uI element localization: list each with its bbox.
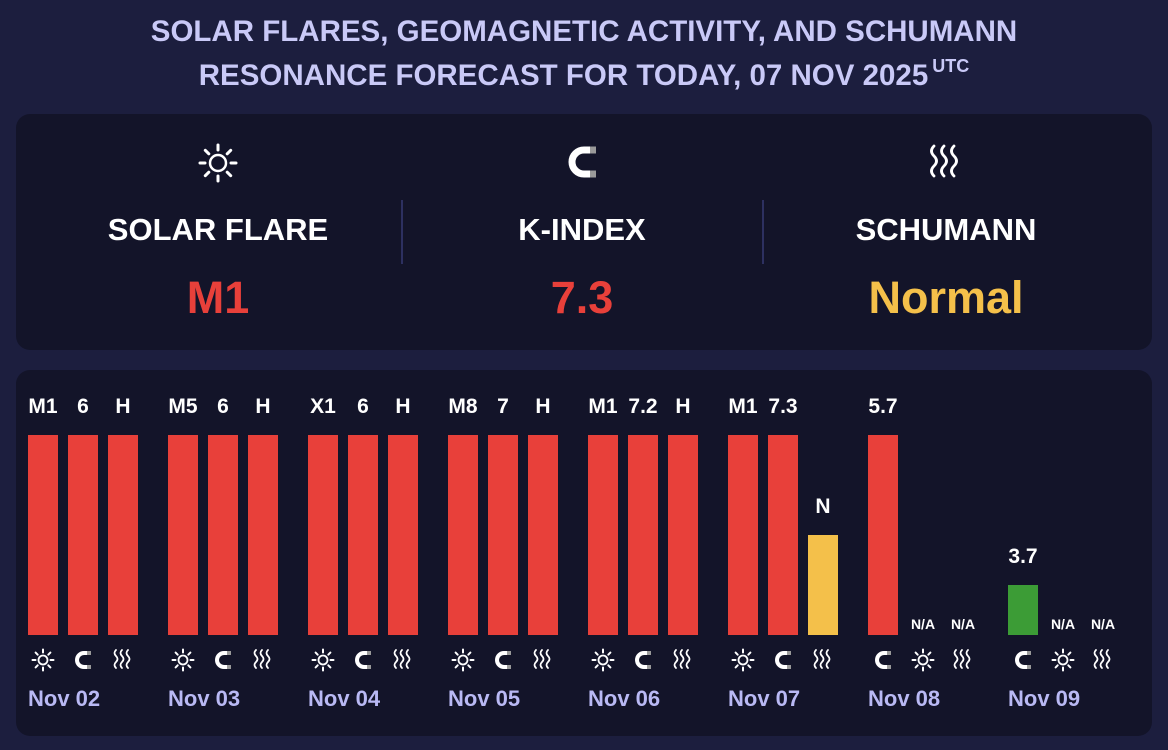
waves-icon	[528, 648, 558, 672]
sun-icon	[1048, 648, 1078, 672]
magnet-icon	[208, 648, 238, 672]
waves-icon	[948, 648, 978, 672]
bar-value-label: H	[675, 395, 691, 418]
bar-value-label: M8	[448, 395, 478, 418]
bar-value-label: N	[815, 495, 831, 518]
bar-solar-nov-02	[28, 435, 58, 635]
bar-value-label: 5.7	[868, 395, 898, 418]
magnet-icon	[348, 648, 378, 672]
date-label: Nov 03	[168, 686, 241, 711]
bar-kindex-nov-05	[488, 435, 518, 635]
forecast-chart: M1 6 H Nov 02 M5 6 H Nov 03 X1 6 H Nov 04 M8 7 H Nov 05…	[16, 370, 1152, 736]
bar-kindex-nov-07	[768, 435, 798, 635]
sun-icon	[908, 648, 938, 672]
bar-value-label: M1	[28, 395, 58, 418]
title-line-2-text: RESONANCE FORECAST FOR TODAY, 07 NOV 202…	[198, 59, 929, 92]
sun-icon	[588, 648, 618, 672]
bar-schumann-nov-02	[108, 435, 138, 635]
bar-value-label: M5	[168, 395, 198, 418]
schumann-summary: SCHUMANN Normal	[766, 114, 1126, 350]
bar-value-label: X1	[310, 395, 336, 418]
bar-value-label: 7.2	[628, 395, 658, 418]
bar-value-label: M1	[728, 395, 758, 418]
sun-icon	[448, 648, 478, 672]
date-label: Nov 04	[308, 686, 381, 711]
waves-icon	[766, 142, 1126, 182]
sun-icon	[38, 142, 398, 183]
magnet-icon	[628, 648, 658, 672]
bar-value-label: 7.3	[768, 395, 798, 418]
bar-kindex-nov-02	[68, 435, 98, 635]
bar-solar-nov-06	[588, 435, 618, 635]
date-label: Nov 07	[728, 686, 801, 711]
page-title: SOLAR FLARES, GEOMAGNETIC ACTIVITY, AND …	[0, 10, 1168, 101]
waves-icon	[1088, 648, 1118, 672]
bar-schumann-nov-03	[248, 435, 278, 635]
bar-value-label: M1	[588, 395, 618, 418]
sun-icon	[28, 648, 58, 672]
waves-icon	[248, 648, 278, 672]
bar-solar-nov-07	[728, 435, 758, 635]
bar-kindex-nov-06	[628, 435, 658, 635]
bar-kindex-nov-09	[1008, 585, 1038, 635]
bar-value-label: H	[255, 395, 271, 418]
waves-icon	[108, 648, 138, 672]
bar-kindex-nov-03	[208, 435, 238, 635]
not-available-label: N/A	[950, 616, 976, 632]
summary-panel: SOLAR FLARE M1 K-INDEX 7.3 SCHUMANN	[16, 114, 1152, 350]
bar-value-label: H	[535, 395, 551, 418]
bar-solar-nov-05	[448, 435, 478, 635]
magnet-icon	[402, 142, 762, 182]
utc-label: UTC	[932, 56, 970, 76]
waves-icon	[668, 648, 698, 672]
bar-schumann-nov-06	[668, 435, 698, 635]
waves-icon	[388, 648, 418, 672]
title-line-2: RESONANCE FORECAST FOR TODAY, 07 NOV 202…	[0, 54, 1168, 101]
magnet-icon	[488, 648, 518, 672]
bar-schumann-nov-07	[808, 535, 838, 635]
bar-solar-nov-04	[308, 435, 338, 635]
bar-schumann-nov-04	[388, 435, 418, 635]
bar-value-label: 6	[357, 395, 369, 418]
bar-value-label: H	[115, 395, 131, 418]
divider	[401, 200, 403, 264]
date-label: Nov 08	[868, 686, 941, 711]
not-available-label: N/A	[1050, 616, 1076, 632]
k-index-label: K-INDEX	[518, 212, 646, 247]
bar-value-label: 6	[217, 395, 229, 418]
magnet-icon	[768, 648, 798, 672]
solar-flare-value: M1	[186, 272, 250, 323]
k-index-summary: K-INDEX 7.3	[402, 114, 762, 350]
bar-value-label: 7	[497, 395, 509, 418]
bar-value-label: 6	[77, 395, 89, 418]
date-label: Nov 06	[588, 686, 661, 711]
bar-kindex-nov-04	[348, 435, 378, 635]
date-label: Nov 05	[448, 686, 521, 711]
magnet-icon	[868, 648, 898, 672]
k-index-value: 7.3	[550, 272, 614, 323]
magnet-icon	[68, 648, 98, 672]
sun-icon	[728, 648, 758, 672]
bar-schumann-nov-05	[528, 435, 558, 635]
divider	[762, 200, 764, 264]
sun-icon	[168, 648, 198, 672]
date-label: Nov 02	[28, 686, 101, 711]
bar-value-label: H	[395, 395, 411, 418]
title-line-1: SOLAR FLARES, GEOMAGNETIC ACTIVITY, AND …	[150, 15, 1018, 48]
waves-icon	[808, 648, 838, 672]
date-label: Nov 09	[1008, 686, 1081, 711]
solar-flare-summary: SOLAR FLARE M1	[38, 114, 398, 350]
not-available-label: N/A	[1090, 616, 1116, 632]
bar-solar-nov-03	[168, 435, 198, 635]
sun-icon	[308, 648, 338, 672]
solar-flare-label: SOLAR FLARE	[107, 212, 329, 247]
magnet-icon	[1008, 648, 1038, 672]
schumann-value: Normal	[868, 272, 1024, 323]
schumann-label: SCHUMANN	[855, 212, 1037, 247]
not-available-label: N/A	[910, 616, 936, 632]
bar-kindex-nov-08	[868, 435, 898, 635]
bar-value-label: 3.7	[1008, 545, 1038, 568]
